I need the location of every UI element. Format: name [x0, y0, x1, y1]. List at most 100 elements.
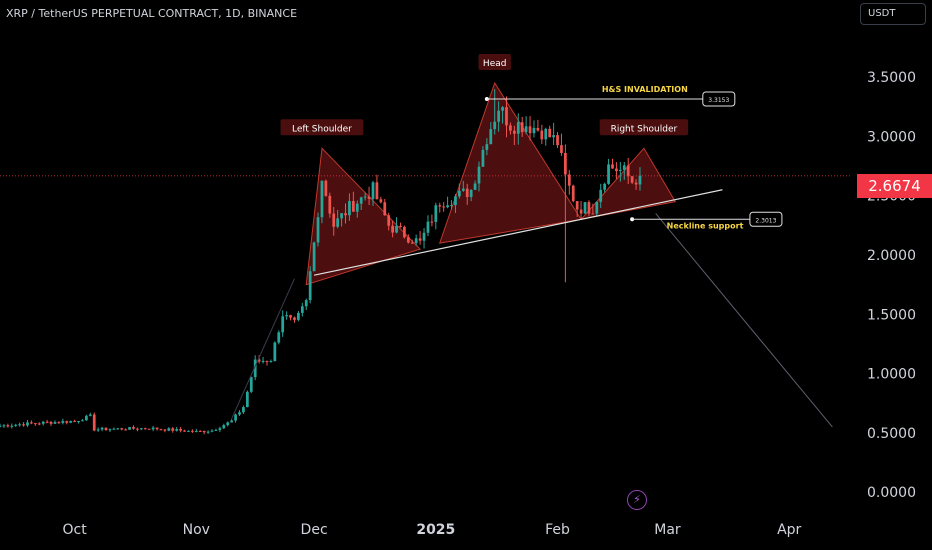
- candle-body: [375, 182, 379, 200]
- y-tick-label: 3.0000: [867, 129, 916, 145]
- head-label-bg: [478, 54, 511, 71]
- candle-body: [630, 176, 634, 183]
- candle-body: [61, 421, 65, 423]
- candle-body: [371, 182, 375, 199]
- candle-body: [622, 165, 626, 170]
- candle-body: [403, 226, 406, 238]
- y-tick-label: 3.5000: [867, 70, 916, 86]
- candle-body: [238, 412, 241, 415]
- candle-body: [426, 221, 430, 233]
- candle-body: [88, 414, 92, 416]
- y-tick-label: 0.5000: [867, 426, 916, 442]
- candle-body: [595, 201, 599, 214]
- candle-body: [37, 423, 41, 425]
- candle-body: [454, 196, 457, 206]
- currency-button[interactable]: USDT: [860, 3, 926, 25]
- neckline-support-value-box: 2.3013: [749, 211, 783, 227]
- candle-body: [524, 126, 528, 133]
- candle-body: [410, 242, 414, 244]
- left-shoulder-triangle: [305, 147, 422, 286]
- lightning-bolt-icon[interactable]: ⚡: [627, 490, 647, 510]
- candle-body: [14, 424, 18, 426]
- price-axis[interactable]: 4.00003.50003.00002.50002.00001.50001.00…: [867, 11, 916, 501]
- candle-body: [528, 126, 532, 134]
- candle-body: [277, 332, 281, 343]
- candle-body: [548, 128, 552, 138]
- candle-body: [18, 424, 22, 426]
- x-tick-label: Oct: [62, 522, 87, 538]
- candle-body: [85, 415, 88, 421]
- invalidation-value-box-bg: [702, 91, 736, 107]
- candle-body: [465, 188, 469, 198]
- candle-body: [308, 271, 312, 301]
- candle-body: [6, 425, 10, 427]
- candle-body: [179, 429, 182, 431]
- candle-body: [567, 174, 571, 186]
- candle-body: [599, 189, 603, 202]
- candle-body: [332, 213, 336, 227]
- candle-body: [230, 420, 234, 423]
- candle-body: [344, 213, 347, 216]
- candle-body: [151, 427, 155, 430]
- candle-body: [414, 238, 418, 244]
- candle-body: [505, 107, 508, 126]
- candle-body: [100, 427, 104, 430]
- candle-body: [481, 149, 485, 167]
- candle-body: [615, 168, 618, 171]
- candle-body: [387, 215, 391, 226]
- candle-body: [112, 428, 116, 430]
- projection-line: [655, 213, 833, 428]
- candle-body: [379, 199, 383, 203]
- candle-body: [194, 430, 198, 432]
- candle-body: [461, 188, 465, 191]
- candle-body: [540, 130, 544, 140]
- candle-body: [273, 342, 277, 362]
- candle-body: [2, 425, 6, 427]
- candle-body: [226, 422, 230, 426]
- symbol-title[interactable]: XRP / TetherUS PERPETUAL CONTRACT, 1D, B…: [6, 7, 298, 20]
- candle-body: [501, 107, 504, 111]
- candle-body: [77, 421, 80, 423]
- candle-body: [249, 377, 253, 392]
- candlestick-series: [0, 88, 642, 435]
- candle-body: [26, 422, 29, 426]
- candle-body: [497, 110, 501, 122]
- candle-body: [583, 202, 587, 214]
- neckline-trendline: [313, 189, 723, 276]
- candle-body: [536, 127, 540, 131]
- candle-body: [206, 431, 210, 433]
- candle-body: [328, 195, 332, 214]
- candle-body: [430, 221, 434, 223]
- candle-body: [532, 127, 536, 134]
- time-axis[interactable]: Oct Nov Dec 2025 Feb Mar Apr: [62, 522, 801, 538]
- candle-body: [143, 428, 147, 430]
- candle-body: [564, 152, 567, 175]
- candle-body: [136, 428, 139, 430]
- candle-body: [603, 183, 607, 190]
- candle-body: [399, 225, 402, 227]
- candle-body: [587, 202, 591, 214]
- candle-body: [57, 422, 61, 424]
- candle-body: [312, 242, 316, 272]
- x-tick-label: 2025: [416, 522, 455, 538]
- candle-body: [0, 425, 2, 427]
- candle-body: [120, 428, 124, 430]
- candle-body: [242, 407, 245, 413]
- candle-body: [457, 190, 461, 197]
- neckline-support-value-text: 2.3013: [755, 217, 776, 224]
- candle-body: [155, 427, 159, 430]
- candle-body: [579, 209, 583, 214]
- candle-body: [265, 360, 269, 362]
- candle-body: [289, 315, 292, 318]
- candle-body: [198, 430, 202, 432]
- left-shoulder-label-text: Left Shoulder: [292, 124, 352, 134]
- candle-body: [520, 122, 524, 133]
- candle-body: [116, 428, 120, 430]
- y-tick-label: 0.0000: [867, 485, 916, 501]
- candle-body: [175, 429, 179, 431]
- candle-body: [391, 225, 395, 233]
- candle-body: [477, 166, 481, 184]
- candle-body: [147, 428, 151, 430]
- candle-body: [218, 428, 222, 430]
